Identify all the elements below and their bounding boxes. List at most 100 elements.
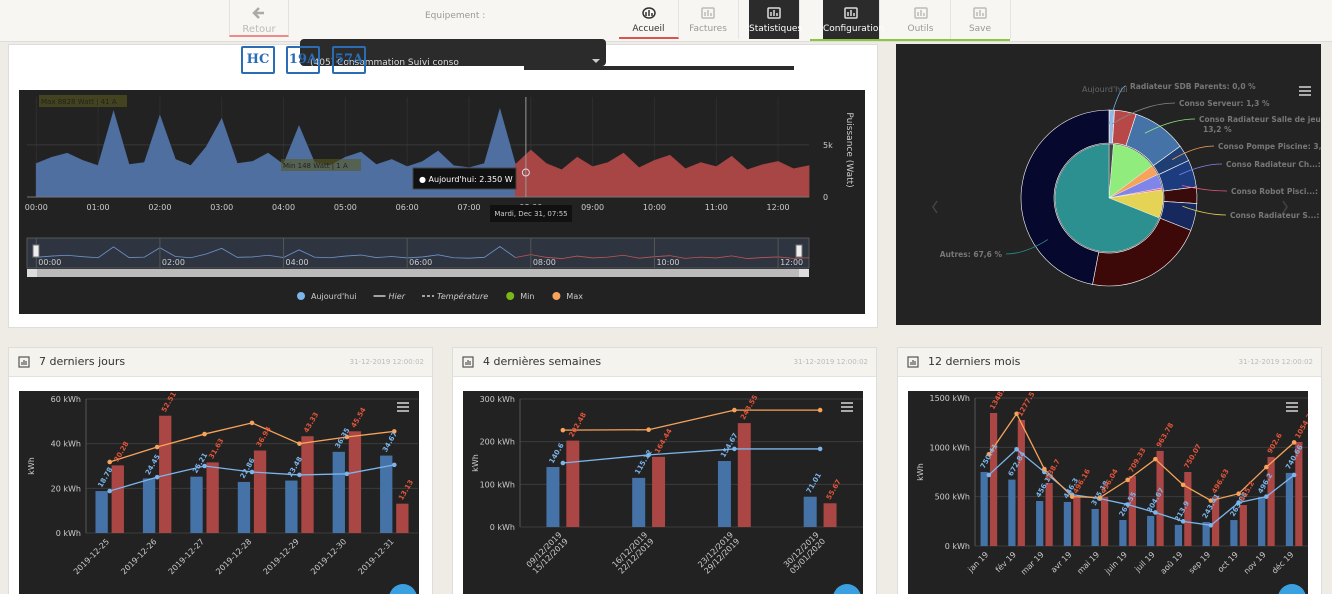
nav-tab[interactable]: Configuration — [823, 0, 884, 39]
data-label: 55.67 — [825, 478, 843, 501]
nav-arrow — [932, 200, 938, 214]
x-tick-label: 2019-12-26 — [119, 537, 158, 576]
top-nav: Retour Equipement : Accueil Factures Statist… — [0, 0, 1332, 42]
badge-label: HC — [246, 52, 270, 67]
bar — [1285, 472, 1294, 546]
panel-title: 7 derniers jours — [39, 355, 126, 368]
nav-tab[interactable]: Outils — [891, 0, 951, 39]
bar-chart: 0 kWh 500 kWh 1000 kWh 1500 kWh kWh jan 19 fév… — [908, 391, 1308, 594]
x-tick-label: sep 19 — [1187, 550, 1212, 575]
tooltip-box — [412, 167, 517, 190]
bar — [1258, 497, 1266, 546]
data-label: 52.51 — [160, 391, 178, 414]
nav-tab[interactable]: Factures — [678, 0, 739, 39]
trend-point — [1180, 482, 1186, 488]
navigator-bg — [26, 237, 810, 269]
y-tick-label: 0 kWh — [56, 529, 81, 538]
x-tick-label: 2019-12-30 — [309, 537, 348, 576]
pie-chart: Aujourd'hui Radiateur SDB Parents: 0,0 % C… — [897, 48, 1321, 324]
annotation: Min 148 Watt | 1 A — [283, 162, 348, 170]
badge: HC — [241, 46, 275, 74]
pie-label-name: Autres — [940, 250, 969, 259]
pie-label-sep: : — [1227, 82, 1233, 91]
x-tick-label: 16/12/201922/12/2019 — [610, 530, 655, 575]
trend-point — [391, 462, 397, 468]
navigator-tick-label: 02:00 — [162, 258, 185, 267]
x-tick-label: 09/12/201915/12/2019 — [525, 530, 570, 575]
pie-label-value: 0,0 % — [1232, 82, 1256, 91]
y-tick-label: 500 kWh — [935, 493, 970, 502]
data-label: 202.48 — [568, 411, 588, 439]
panel-timestamp: 31-12-2019 12:00:02 — [349, 358, 424, 366]
trend-point — [1264, 464, 1269, 470]
x-tick-label: oct 19 — [1216, 550, 1240, 574]
pie-label-value: 3,0 % — [1313, 142, 1321, 151]
trend-point — [1291, 440, 1297, 445]
trend-point — [1153, 510, 1158, 515]
tab-icon — [767, 7, 781, 19]
data-label: 902.6 — [1266, 432, 1284, 455]
bar — [1045, 482, 1053, 546]
data-label: 36.94 — [255, 425, 273, 448]
dropdown-strip — [524, 66, 794, 70]
bar — [717, 461, 731, 527]
bar — [989, 412, 998, 546]
x-tick-label: aoû 19 — [1159, 550, 1185, 576]
legend-label: Min — [520, 292, 534, 301]
pie-label-sep: : — [1240, 99, 1246, 108]
equipment-label: Equipement : — [425, 11, 486, 21]
trend-point — [202, 431, 207, 437]
pie-label-value: 1,3 % — [1246, 99, 1270, 108]
data-label: 1277.5 — [1016, 391, 1036, 418]
x-tick-label: 2019-12-28 — [214, 537, 253, 576]
bar — [803, 496, 817, 527]
weather-icon — [389, 584, 417, 594]
label-connector — [1181, 185, 1228, 192]
equipment-select[interactable]: (405) Consommation Suivi conso — [300, 39, 606, 66]
trend-point — [107, 488, 113, 494]
bar — [823, 503, 837, 527]
trend-point — [1153, 456, 1158, 462]
back-icon — [252, 7, 264, 19]
tooltip-point — [521, 168, 530, 177]
outer-slice — [1092, 217, 1192, 287]
pie-label-name: Conso Radiateur S... — [1230, 211, 1316, 220]
x-tick-label: juil 19 — [1132, 550, 1156, 574]
label-connector — [1108, 85, 1127, 125]
pie-label: Conso Pompe Piscine: 3,0 % — [1218, 142, 1321, 151]
trend-point — [1236, 500, 1241, 505]
bar — [1036, 500, 1044, 546]
bar — [1100, 497, 1109, 546]
navigator-handle — [32, 244, 40, 258]
nav-tab[interactable]: Statistiques — [749, 0, 802, 39]
y-tick-label: 20 kWh — [51, 484, 81, 493]
trend-point — [154, 444, 160, 450]
bar-chart: 0 kWh 100 kWh 200 kWh 300 kWh kWh 09/12/20191… — [463, 391, 863, 594]
panel-header: 4 dernières semaines 31-12-2019 12:00:02 — [453, 348, 876, 377]
y-tick-label: 40 kWh — [51, 440, 81, 449]
panel-timestamp: 31-12-2019 12:00:02 — [1238, 358, 1313, 366]
y-tick-label: 60 kWh — [51, 395, 81, 404]
y-axis-title: kWh — [916, 463, 925, 481]
bar — [652, 456, 666, 527]
bar — [253, 450, 267, 533]
trend-point — [1291, 472, 1297, 478]
legend-label: Hier — [389, 292, 406, 301]
trend-point — [344, 471, 350, 477]
nav-tab[interactable]: Save — [950, 0, 1011, 39]
trend-point — [107, 459, 113, 465]
tooltip-text: ● Aujourd'hui: 2.350 W — [419, 175, 513, 184]
tab-label: Accueil — [632, 24, 665, 34]
x-tick-label: 2019-12-31 — [356, 537, 395, 576]
bar — [1184, 471, 1192, 546]
bar — [980, 471, 988, 546]
nav-tab[interactable]: Accueil — [619, 0, 679, 39]
legend-label: Max — [566, 292, 583, 301]
panel-timestamp: 31-12-2019 12:00:02 — [793, 358, 868, 366]
x-tick-label: 11:00 — [705, 203, 728, 212]
bar — [566, 440, 580, 527]
back-button[interactable]: Retour — [229, 0, 289, 37]
trend-line — [988, 448, 1295, 526]
pie-label: Conso Serveur: 1,3 % — [1179, 99, 1270, 108]
